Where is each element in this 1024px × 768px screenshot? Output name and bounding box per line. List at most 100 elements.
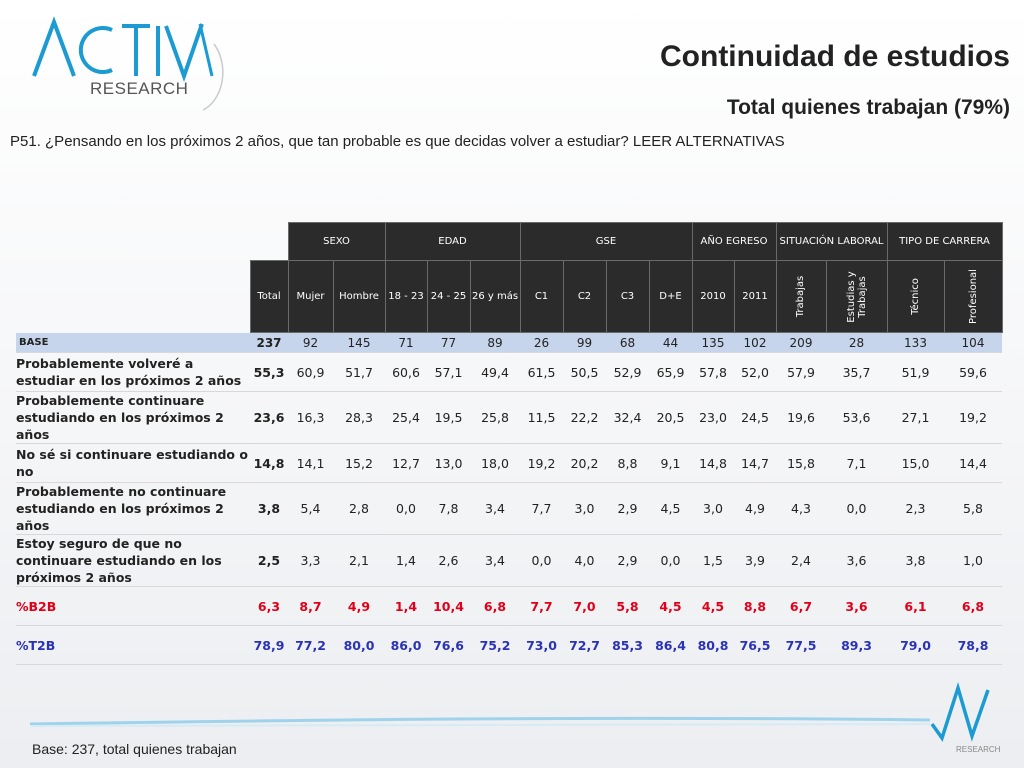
cell: 14,8 — [250, 443, 288, 483]
page-title: Continuidad de estudios — [660, 40, 1010, 73]
cell: 78,8 — [944, 625, 1002, 665]
group-header-row: SEXO EDAD GSE AÑO EGRESO SITUACIÓN LABOR… — [16, 222, 1003, 261]
col-header: 2010 — [691, 260, 735, 333]
cell: 3,8 — [887, 534, 944, 587]
group-ano-egreso: AÑO EGRESO — [691, 222, 777, 261]
col-header: 24 - 25 — [426, 260, 471, 333]
col-header: 2011 — [733, 260, 777, 333]
cell: 51,7 — [333, 352, 385, 392]
row-label: %B2B — [16, 586, 250, 626]
cell: 5,8 — [944, 482, 1002, 535]
cell: 0,0 — [826, 482, 887, 535]
cell: 1,4 — [385, 586, 427, 626]
cell: 99 — [563, 332, 606, 353]
col-header: Mujer — [287, 260, 334, 333]
cell: 52,0 — [734, 352, 776, 392]
cell: 145 — [333, 332, 385, 353]
cell: 12,7 — [385, 443, 427, 483]
cell: 73,0 — [520, 625, 563, 665]
t2b-row: %T2B 78,9 77,2 80,0 86,0 76,6 75,2 73,0 … — [16, 625, 1002, 665]
col-header-vertical: Estudias y Trabajas — [825, 260, 888, 333]
cell: 92 — [288, 332, 333, 353]
cell: 59,6 — [944, 352, 1002, 392]
col-header-vertical: Técnico — [886, 260, 945, 333]
cell: 16,3 — [288, 391, 333, 444]
row-label: Probablemente no continuare estudiando e… — [16, 482, 250, 535]
cell: 60,9 — [288, 352, 333, 392]
row-label: Probablemente volveré a estudiar en los … — [16, 352, 250, 392]
cell: 13,0 — [427, 443, 470, 483]
cell: 8,8 — [734, 586, 776, 626]
col-header: C2 — [562, 260, 607, 333]
cell: 2,4 — [776, 534, 826, 587]
cell: 15,2 — [333, 443, 385, 483]
column-header-row: Total Mujer Hombre 18 - 23 24 - 25 26 y … — [16, 260, 1003, 333]
cell: 209 — [776, 332, 826, 353]
total-group-spacer — [250, 223, 288, 261]
cell: 10,4 — [427, 586, 470, 626]
table-row: No sé si continuare estudiando o no 14,8… — [16, 443, 1002, 483]
cell: 26 — [520, 332, 563, 353]
cell: 53,6 — [826, 391, 887, 444]
col-header-vertical: Profesional — [943, 260, 1003, 333]
col-header: 18 - 23 — [384, 260, 428, 333]
cell: 7,1 — [826, 443, 887, 483]
cell: 68 — [606, 332, 649, 353]
cell: 133 — [887, 332, 944, 353]
cell: 0,0 — [520, 534, 563, 587]
cell: 6,7 — [776, 586, 826, 626]
table-row: Probablemente continuare estudiando en l… — [16, 391, 1002, 444]
group-edad: EDAD — [384, 222, 521, 261]
cell: 3,9 — [734, 534, 776, 587]
cell: 50,5 — [563, 352, 606, 392]
cell: 102 — [734, 332, 776, 353]
cell: 55,3 — [250, 352, 288, 392]
group-tipo-carrera: TIPO DE CARRERA — [886, 222, 1003, 261]
cell: 4,5 — [649, 482, 692, 535]
cell: 14,7 — [734, 443, 776, 483]
cell: 4,0 — [563, 534, 606, 587]
cell: 89,3 — [826, 625, 887, 665]
cell: 2,3 — [887, 482, 944, 535]
cell: 9,1 — [649, 443, 692, 483]
cell: 77,5 — [776, 625, 826, 665]
cell: 65,9 — [649, 352, 692, 392]
group-sexo: SEXO — [287, 222, 386, 261]
cell: 23,0 — [692, 391, 734, 444]
cell: 15,8 — [776, 443, 826, 483]
cell: 71 — [385, 332, 427, 353]
col-header: D+E — [648, 260, 693, 333]
cell: 4,9 — [333, 586, 385, 626]
cell: 86,4 — [649, 625, 692, 665]
cell: 5,4 — [288, 482, 333, 535]
row-label: Probablemente continuare estudiando en l… — [16, 391, 250, 444]
cell: 6,1 — [887, 586, 944, 626]
cell: 57,8 — [692, 352, 734, 392]
cell: 85,3 — [606, 625, 649, 665]
cell: 57,9 — [776, 352, 826, 392]
cell: 19,2 — [520, 443, 563, 483]
cell: 76,6 — [427, 625, 470, 665]
cell: 2,5 — [250, 534, 288, 587]
cell: 77,2 — [288, 625, 333, 665]
svg-text:RESEARCH: RESEARCH — [956, 745, 1001, 754]
cell: 14,1 — [288, 443, 333, 483]
cell: 32,4 — [606, 391, 649, 444]
cell: 20,5 — [649, 391, 692, 444]
cell: 89 — [470, 332, 520, 353]
cell: 1,4 — [385, 534, 427, 587]
cell: 28 — [826, 332, 887, 353]
cell: 3,4 — [470, 482, 520, 535]
cell: 7,8 — [427, 482, 470, 535]
cell: 75,2 — [470, 625, 520, 665]
page-subtitle: Total quienes trabajan (79%) — [726, 96, 1010, 119]
cell: 7,7 — [520, 482, 563, 535]
cell: 6,3 — [250, 586, 288, 626]
cell: 20,2 — [563, 443, 606, 483]
cell: 19,2 — [944, 391, 1002, 444]
cell: 77 — [427, 332, 470, 353]
row-label: BASE — [16, 332, 250, 353]
cell: 6,8 — [944, 586, 1002, 626]
cell: 3,6 — [826, 586, 887, 626]
col-header-vertical: Trabajas — [775, 260, 827, 333]
